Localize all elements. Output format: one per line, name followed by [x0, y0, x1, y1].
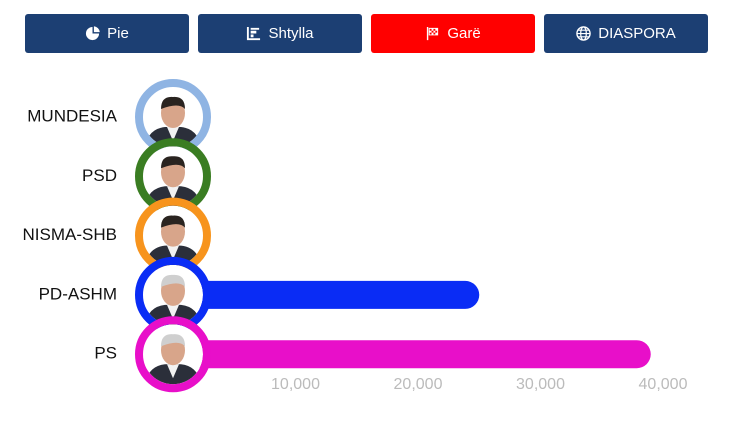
bar	[159, 340, 651, 369]
flag-icon	[427, 26, 439, 41]
pie-button[interactable]: Pie	[25, 14, 189, 53]
toolbar: Pie Shtylla Garë DIASPORA	[25, 14, 708, 53]
button-label: Pie	[107, 25, 129, 42]
x-tick-label: 30,000	[516, 376, 565, 393]
category-label: PSD	[82, 166, 117, 185]
avatar-shirt	[167, 364, 179, 379]
avatar-hair	[161, 334, 185, 347]
avatar	[143, 324, 203, 385]
bar	[159, 280, 480, 309]
diaspora-button[interactable]: DIASPORA	[544, 14, 708, 53]
avatar-hair	[161, 215, 185, 228]
button-label: Shtylla	[268, 25, 314, 42]
race-button[interactable]: Garë	[371, 14, 535, 53]
x-tick-label: 20,000	[394, 376, 443, 393]
avatar-shirt	[167, 127, 179, 141]
category-label: PS	[94, 344, 117, 363]
globe-icon	[576, 26, 591, 41]
category-label: PD-ASHM	[39, 284, 117, 303]
button-label: DIASPORA	[598, 25, 676, 42]
pie-icon	[86, 26, 100, 41]
x-tick-label: 40,000	[639, 376, 688, 393]
avatar-ring	[135, 316, 211, 393]
avatar-shirt	[167, 186, 179, 201]
x-tick-label: 10,000	[271, 376, 320, 393]
avatar-hair	[161, 274, 185, 287]
avatar-hair	[161, 156, 185, 169]
button-label: Garë	[447, 25, 481, 42]
avatar-hair	[161, 96, 185, 109]
bar-button[interactable]: Shtylla	[198, 14, 362, 53]
avatar-shirt	[167, 245, 179, 260]
avatar-shirt	[167, 304, 179, 319]
category-label: MUNDESIA	[27, 106, 117, 125]
bar-icon	[247, 26, 261, 41]
category-label: NISMA-SHB	[23, 225, 117, 244]
